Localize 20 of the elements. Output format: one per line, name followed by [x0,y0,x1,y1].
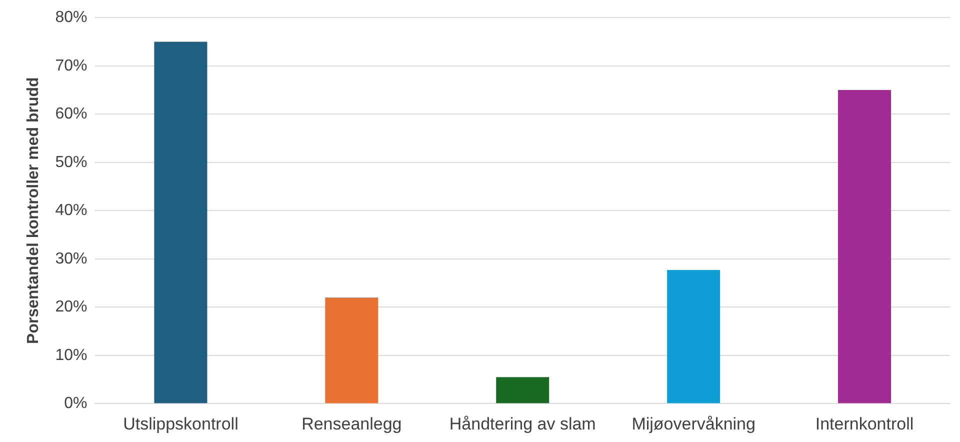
y-tick-label: 40% [55,202,88,220]
y-tick-label: 50% [55,154,88,171]
x-tick-label: Mijøovervåkning [632,414,756,434]
y-tick-label: 70% [55,57,88,74]
y-tick-label: 30% [55,250,88,268]
y-tick-label: 80% [55,9,88,26]
bar [667,270,720,404]
x-tick-label: Utslippskontroll [123,414,238,434]
bar [496,377,550,404]
y-axis-title: Porsentandel kontroller med brudd [25,77,42,344]
x-tick-label: Renseanlegg [302,414,402,434]
x-tick-label: Håndtering av slam [449,414,596,434]
bar [838,90,892,404]
y-tick-label: 60% [55,106,88,123]
y-tick-label: 10% [55,346,88,364]
x-tick-label: Internkontroll [815,414,914,434]
bar [154,42,208,404]
y-tick-label: 20% [55,298,88,316]
bar [325,297,378,404]
y-tick-label: 0% [64,395,88,412]
